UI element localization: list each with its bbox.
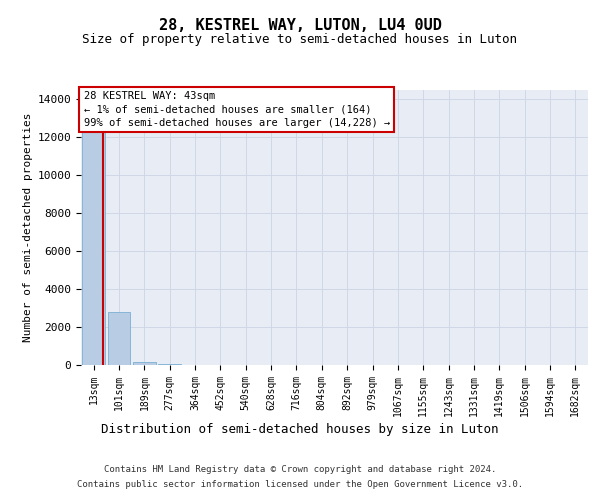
Bar: [82, 111, 105, 365]
Text: Contains public sector information licensed under the Open Government Licence v3: Contains public sector information licen…: [77, 480, 523, 489]
Text: 28, KESTREL WAY, LUTON, LU4 0UD: 28, KESTREL WAY, LUTON, LU4 0UD: [158, 18, 442, 32]
Text: Distribution of semi-detached houses by size in Luton: Distribution of semi-detached houses by …: [101, 422, 499, 436]
Text: Contains HM Land Registry data © Crown copyright and database right 2024.: Contains HM Land Registry data © Crown c…: [104, 465, 496, 474]
Text: Size of property relative to semi-detached houses in Luton: Size of property relative to semi-detach…: [83, 32, 517, 46]
Y-axis label: Number of semi-detached properties: Number of semi-detached properties: [23, 113, 34, 342]
Bar: [158, 364, 181, 365]
Text: 28 KESTREL WAY: 43sqm
← 1% of semi-detached houses are smaller (164)
99% of semi: 28 KESTREL WAY: 43sqm ← 1% of semi-detac…: [83, 92, 390, 128]
Bar: [133, 362, 156, 365]
Bar: [107, 312, 130, 365]
